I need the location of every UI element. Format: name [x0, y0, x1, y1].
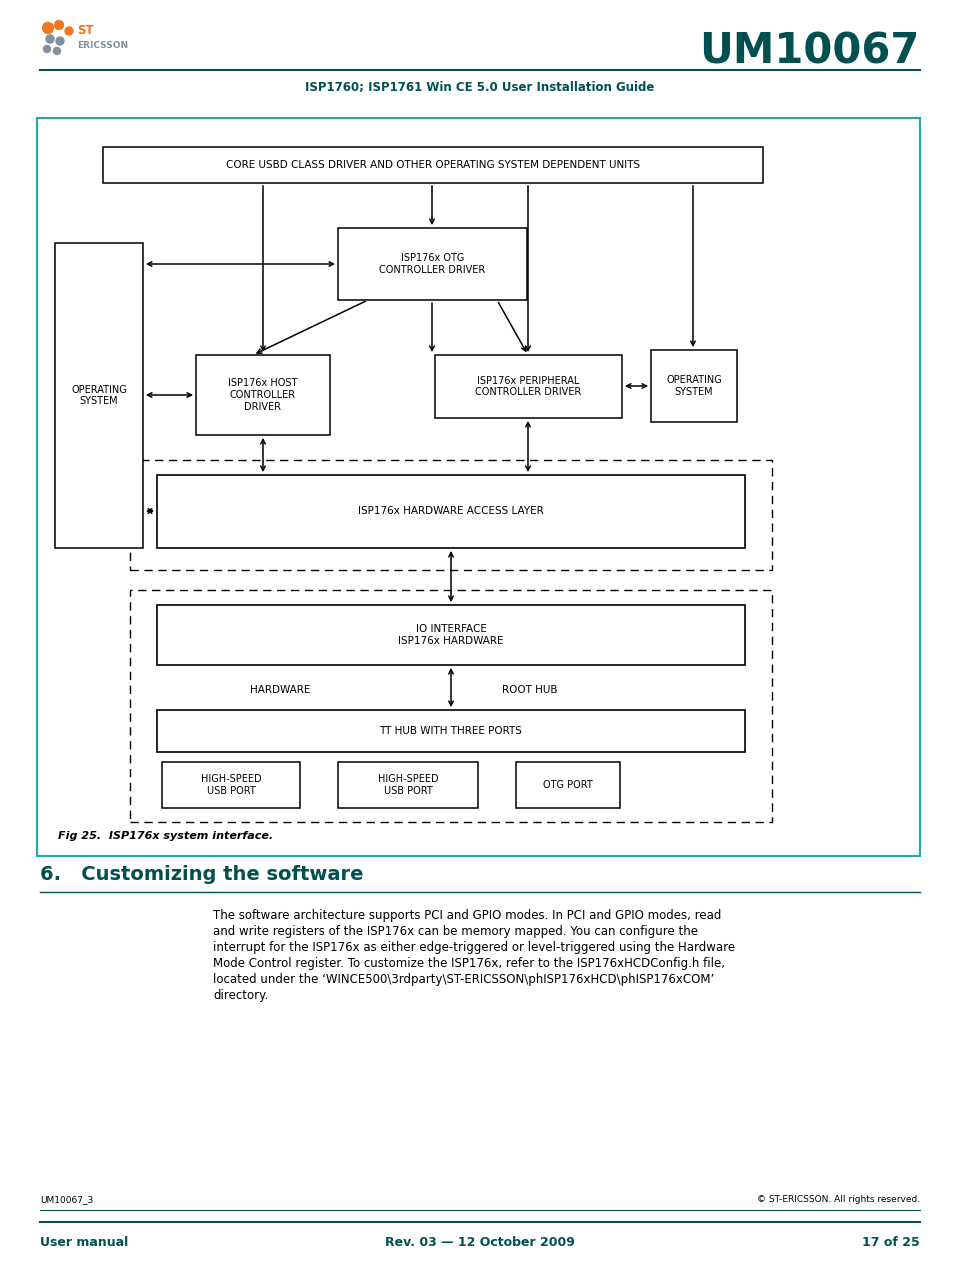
Circle shape [43, 23, 53, 33]
Text: OTG PORT: OTG PORT [542, 780, 592, 790]
Text: UM10067: UM10067 [699, 31, 919, 73]
Text: IO INTERFACE
ISP176x HARDWARE: IO INTERFACE ISP176x HARDWARE [397, 625, 503, 646]
Text: HIGH-SPEED
USB PORT: HIGH-SPEED USB PORT [200, 775, 261, 796]
Bar [157, 605, 744, 665]
Bar [650, 350, 737, 422]
Bar [157, 474, 744, 548]
Bar [337, 228, 526, 300]
Text: directory.: directory. [213, 990, 268, 1002]
Bar [55, 243, 143, 548]
Text: ERICSSON: ERICSSON [77, 41, 128, 50]
Bar [130, 590, 771, 822]
Text: Fig 25.  ISP176x system interface.: Fig 25. ISP176x system interface. [58, 831, 273, 841]
Bar [157, 710, 744, 752]
Bar [516, 762, 619, 808]
Circle shape [54, 20, 64, 29]
Text: ISP176x HARDWARE ACCESS LAYER: ISP176x HARDWARE ACCESS LAYER [357, 506, 543, 516]
Circle shape [44, 46, 51, 52]
Text: Mode Control register. To customize the ISP176x, refer to the ISP176xHCDConfig.h: Mode Control register. To customize the … [213, 958, 724, 971]
Text: ISP1760; ISP1761 Win CE 5.0 User Installation Guide: ISP1760; ISP1761 Win CE 5.0 User Install… [305, 80, 654, 94]
Text: TT HUB WITH THREE PORTS: TT HUB WITH THREE PORTS [379, 726, 522, 736]
Text: and write registers of the ISP176x can be memory mapped. You can configure the: and write registers of the ISP176x can b… [213, 926, 698, 939]
Text: ISP176x PERIPHERAL
CONTROLLER DRIVER: ISP176x PERIPHERAL CONTROLLER DRIVER [475, 375, 581, 397]
Text: HARDWARE: HARDWARE [250, 686, 310, 695]
Text: ROOT HUB: ROOT HUB [501, 686, 558, 695]
Text: interrupt for the ISP176x as either edge-triggered or level-triggered using the : interrupt for the ISP176x as either edge… [213, 941, 735, 954]
Bar [162, 762, 299, 808]
Text: located under the ‘WINCE500\3rdparty\ST-ERICSSON\phISP176xHCD\phISP176xCOM’: located under the ‘WINCE500\3rdparty\ST-… [213, 973, 714, 987]
Text: © ST-ERICSSON. All rights reserved.: © ST-ERICSSON. All rights reserved. [756, 1196, 919, 1205]
Text: 17 of 25: 17 of 25 [862, 1236, 919, 1249]
Circle shape [65, 27, 73, 36]
Text: ISP176x OTG
CONTROLLER DRIVER: ISP176x OTG CONTROLLER DRIVER [379, 253, 485, 275]
Text: OPERATING
SYSTEM: OPERATING SYSTEM [71, 384, 127, 406]
Text: Rev. 03 — 12 October 2009: Rev. 03 — 12 October 2009 [385, 1236, 575, 1249]
Bar [37, 118, 919, 856]
Bar [435, 355, 621, 418]
Text: HIGH-SPEED
USB PORT: HIGH-SPEED USB PORT [377, 775, 437, 796]
Text: The software architecture supports PCI and GPIO modes. In PCI and GPIO modes, re: The software architecture supports PCI a… [213, 909, 720, 922]
Text: OPERATING
SYSTEM: OPERATING SYSTEM [665, 375, 721, 397]
Circle shape [46, 36, 54, 43]
Circle shape [56, 37, 64, 45]
Circle shape [53, 47, 60, 55]
Bar [103, 148, 762, 183]
Bar [337, 762, 477, 808]
Text: UM10067_3: UM10067_3 [40, 1196, 93, 1205]
Text: User manual: User manual [40, 1236, 128, 1249]
Text: CORE USBD CLASS DRIVER AND OTHER OPERATING SYSTEM DEPENDENT UNITS: CORE USBD CLASS DRIVER AND OTHER OPERATI… [226, 160, 639, 170]
Text: ST: ST [77, 24, 93, 37]
Bar [130, 460, 771, 570]
Text: ISP176x HOST
CONTROLLER
DRIVER: ISP176x HOST CONTROLLER DRIVER [228, 378, 297, 412]
Bar [195, 355, 330, 435]
Text: 6.   Customizing the software: 6. Customizing the software [40, 865, 363, 884]
